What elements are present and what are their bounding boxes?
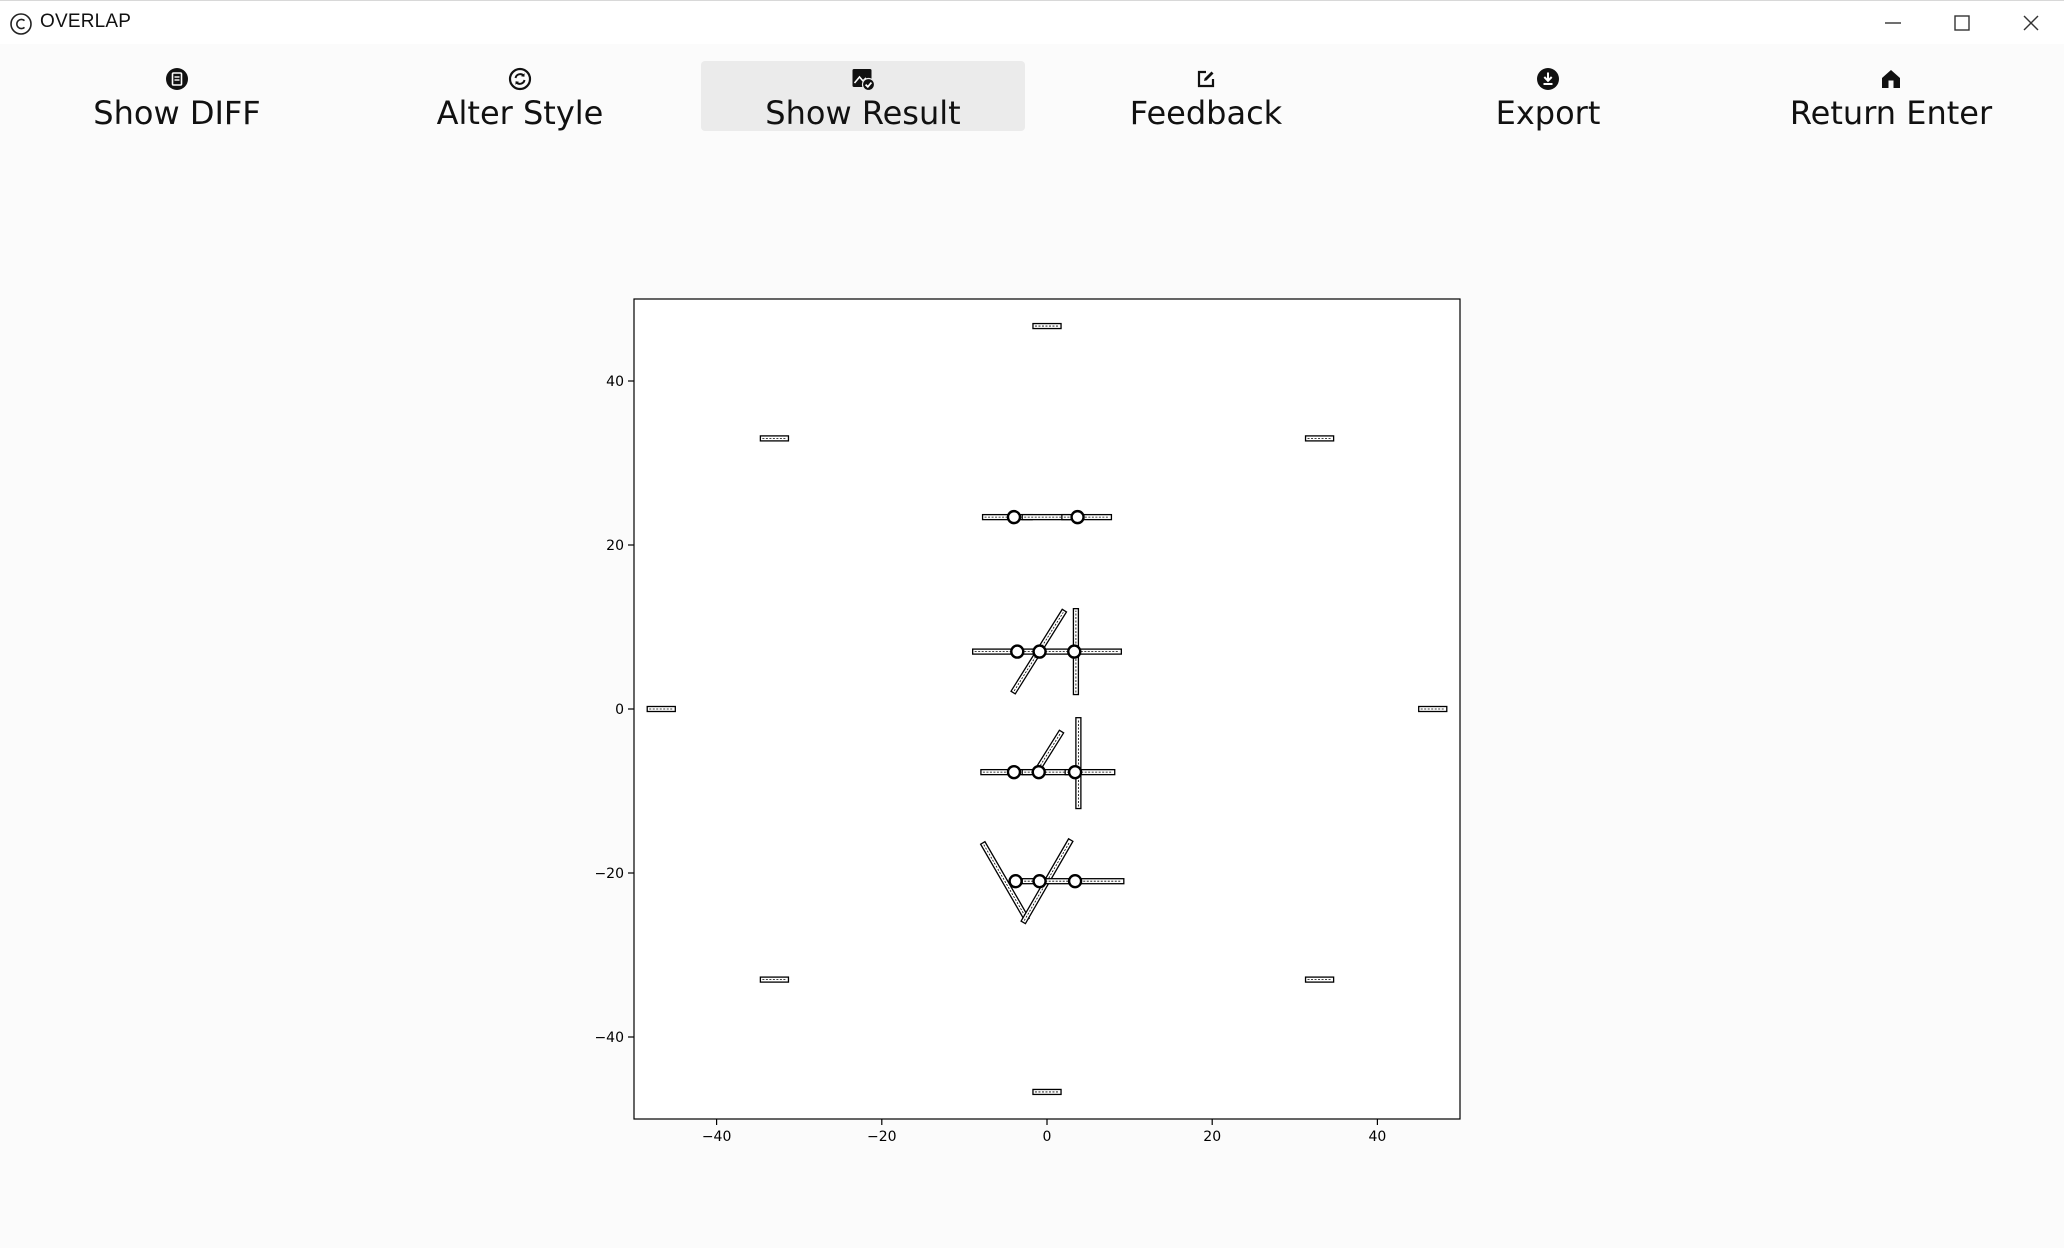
export-label: Export: [1495, 94, 1601, 132]
feedback-button[interactable]: Feedback: [1044, 61, 1368, 132]
y-tick-label: 20: [606, 538, 624, 554]
image-check-icon: [852, 69, 875, 91]
home-icon: [1882, 70, 1900, 88]
plot-frame: [633, 298, 1461, 1120]
plot-bar: [1032, 322, 1062, 330]
plot-bar: [1418, 705, 1448, 713]
alter-style-button[interactable]: Alter Style: [358, 61, 682, 132]
y-tick-label: −20: [594, 866, 624, 882]
x-tick-label: −20: [867, 1129, 897, 1145]
plot-joint: [1032, 874, 1047, 889]
plot-joint: [1031, 764, 1046, 780]
plot-joint: [1006, 764, 1022, 780]
plot-bar: [759, 435, 790, 442]
plot-joint: [1006, 509, 1022, 525]
y-tick-label: 40: [606, 374, 624, 390]
plot-joint: [1008, 874, 1023, 889]
show-result-label: Show Result: [765, 94, 961, 132]
plot-bar: [1021, 878, 1073, 885]
return-enter-button[interactable]: Return Enter: [1729, 61, 2053, 132]
plot-bar: [1075, 717, 1082, 810]
close-button[interactable]: [1996, 1, 2064, 45]
overlap-plot: −40 −20 0 20 40 −40 −20 0 20 40: [594, 298, 1461, 1145]
minimize-icon: [1885, 22, 1901, 24]
edit-icon: [1197, 70, 1215, 88]
plot-bar: [646, 705, 676, 713]
show-diff-label: Show DIFF: [93, 94, 261, 132]
plot-joint: [1032, 644, 1047, 659]
plot-joint: [1010, 644, 1025, 659]
bar-hatch: [983, 844, 1027, 918]
return-enter-label: Return Enter: [1789, 94, 1993, 132]
plot-bar: [1304, 435, 1335, 442]
refresh-icon: [508, 67, 532, 91]
plot-bar: [1021, 648, 1073, 655]
toolbar: Show DIFF Alter Style Show Result Feedba…: [0, 44, 2064, 170]
copyright-app-icon: [10, 13, 32, 35]
plot-joint: [1067, 874, 1083, 889]
bar-hatch: [1023, 841, 1071, 921]
doc-diff-icon: [166, 68, 188, 90]
show-result-button[interactable]: Show Result: [701, 61, 1025, 132]
plot-joint: [1070, 509, 1085, 525]
download-icon: [1537, 68, 1559, 90]
x-tick-label: 0: [1043, 1129, 1052, 1145]
plot-bar: [759, 976, 790, 983]
export-button[interactable]: Export: [1386, 61, 1710, 132]
y-tick-label: 0: [615, 702, 624, 718]
alter-style-label: Alter Style: [436, 94, 604, 132]
plot-bar: [1304, 976, 1335, 983]
plot-bar: [1021, 768, 1073, 776]
maximize-icon: [1954, 15, 1970, 31]
x-tick-label: 20: [1203, 1129, 1221, 1145]
y-tick-label: −40: [594, 1030, 624, 1046]
result-canvas: −40 −20 0 20 40 −40 −20 0 20 40: [0, 170, 2064, 1248]
plot-bar: [1061, 513, 1113, 521]
x-tick-label: −40: [702, 1129, 732, 1145]
maximize-button[interactable]: [1927, 1, 1997, 45]
plot-joint: [1067, 764, 1083, 780]
window-title: OVERLAP: [40, 11, 132, 32]
show-diff-button[interactable]: Show DIFF: [15, 61, 339, 132]
x-tick-label: 40: [1368, 1129, 1386, 1145]
plot-joint: [1067, 644, 1082, 659]
title-bar: OVERLAP: [0, 0, 2064, 44]
minimize-button[interactable]: [1858, 1, 1928, 45]
plot-bar: [1032, 1088, 1062, 1096]
feedback-label: Feedback: [1129, 94, 1283, 132]
close-icon: [2023, 15, 2039, 31]
